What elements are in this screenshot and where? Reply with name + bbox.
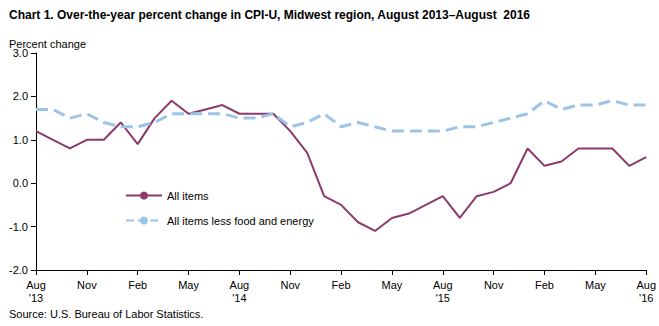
svg-text:Nov: Nov — [77, 279, 97, 291]
svg-text:Chart 1. Over-the-year percent: Chart 1. Over-the-year percent change in… — [9, 8, 530, 22]
svg-text:3.0: 3.0 — [12, 47, 28, 59]
svg-text:May: May — [585, 279, 606, 291]
svg-text:Nov: Nov — [280, 279, 300, 291]
svg-text:Aug: Aug — [433, 279, 453, 291]
svg-text:2.0: 2.0 — [13, 90, 28, 102]
svg-text:-2.0: -2.0 — [9, 264, 28, 276]
svg-text:May: May — [382, 279, 403, 291]
svg-text:Percent change: Percent change — [9, 38, 86, 50]
svg-text:Feb: Feb — [128, 279, 147, 291]
svg-text:'13: '13 — [29, 292, 43, 304]
svg-text:'15: '15 — [436, 292, 450, 304]
svg-text:Aug: Aug — [230, 279, 250, 291]
svg-text:Feb: Feb — [332, 279, 351, 291]
svg-text:'14: '14 — [232, 292, 246, 304]
svg-text:Aug: Aug — [636, 279, 656, 291]
svg-text:May: May — [178, 279, 199, 291]
svg-text:Feb: Feb — [535, 279, 554, 291]
svg-text:Source: U.S. Bureau of Labor S: Source: U.S. Bureau of Labor Statistics. — [9, 308, 203, 320]
svg-text:All items less food and energy: All items less food and energy — [167, 215, 314, 227]
svg-text:0.0: 0.0 — [13, 177, 28, 189]
svg-text:1.0: 1.0 — [13, 134, 28, 146]
svg-text:All items: All items — [167, 190, 209, 202]
svg-text:-1.0: -1.0 — [9, 221, 28, 233]
svg-text:Nov: Nov — [484, 279, 504, 291]
svg-text:Aug: Aug — [26, 279, 46, 291]
svg-text:'16: '16 — [639, 292, 653, 304]
